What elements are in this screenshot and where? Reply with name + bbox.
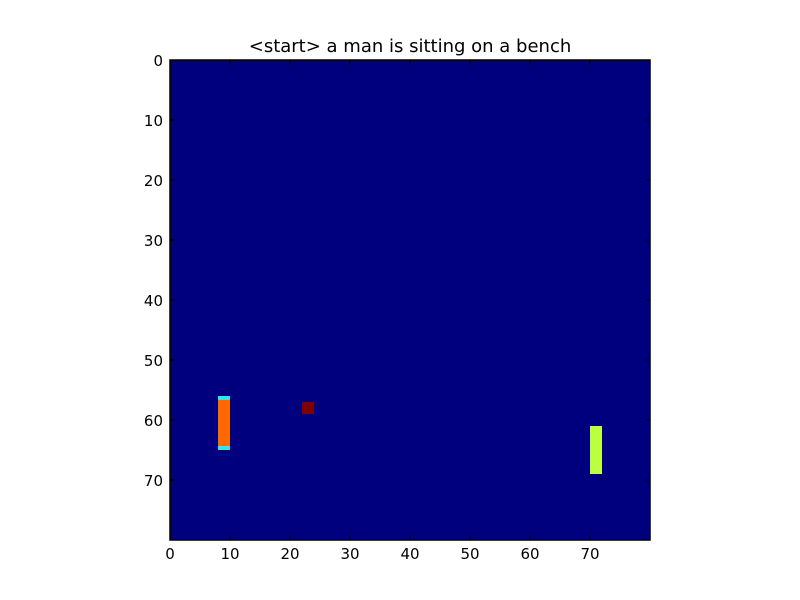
heatmap-background [170,60,650,540]
x-tick-label: 70 [580,545,599,563]
y-tick-label: 40 [144,292,163,310]
y-tick-label: 50 [144,352,163,370]
heatmap-cell [302,402,314,414]
y-tick-label: 20 [144,172,163,190]
x-tick-label: 40 [400,545,419,563]
heatmap-cell [590,426,602,474]
x-tick-label: 0 [165,545,175,563]
x-axis: 0 10 20 30 40 50 60 70 [165,60,600,563]
y-tick-label: 70 [144,472,163,490]
x-tick-label: 30 [340,545,359,563]
y-tick-label: 30 [144,232,163,250]
y-tick-label: 0 [153,52,163,70]
x-tick-label: 10 [220,545,239,563]
plot-area [169,59,651,541]
x-tick-label: 60 [520,545,539,563]
y-tick-label: 10 [144,112,163,130]
y-tick-label: 60 [144,412,163,430]
x-tick-label: 50 [460,545,479,563]
chart-title: <start> a man is sitting on a bench [249,36,572,57]
heatmap-cell [218,400,230,446]
y-axis: 0 10 20 30 40 50 60 70 [144,52,650,490]
x-tick-label: 20 [280,545,299,563]
